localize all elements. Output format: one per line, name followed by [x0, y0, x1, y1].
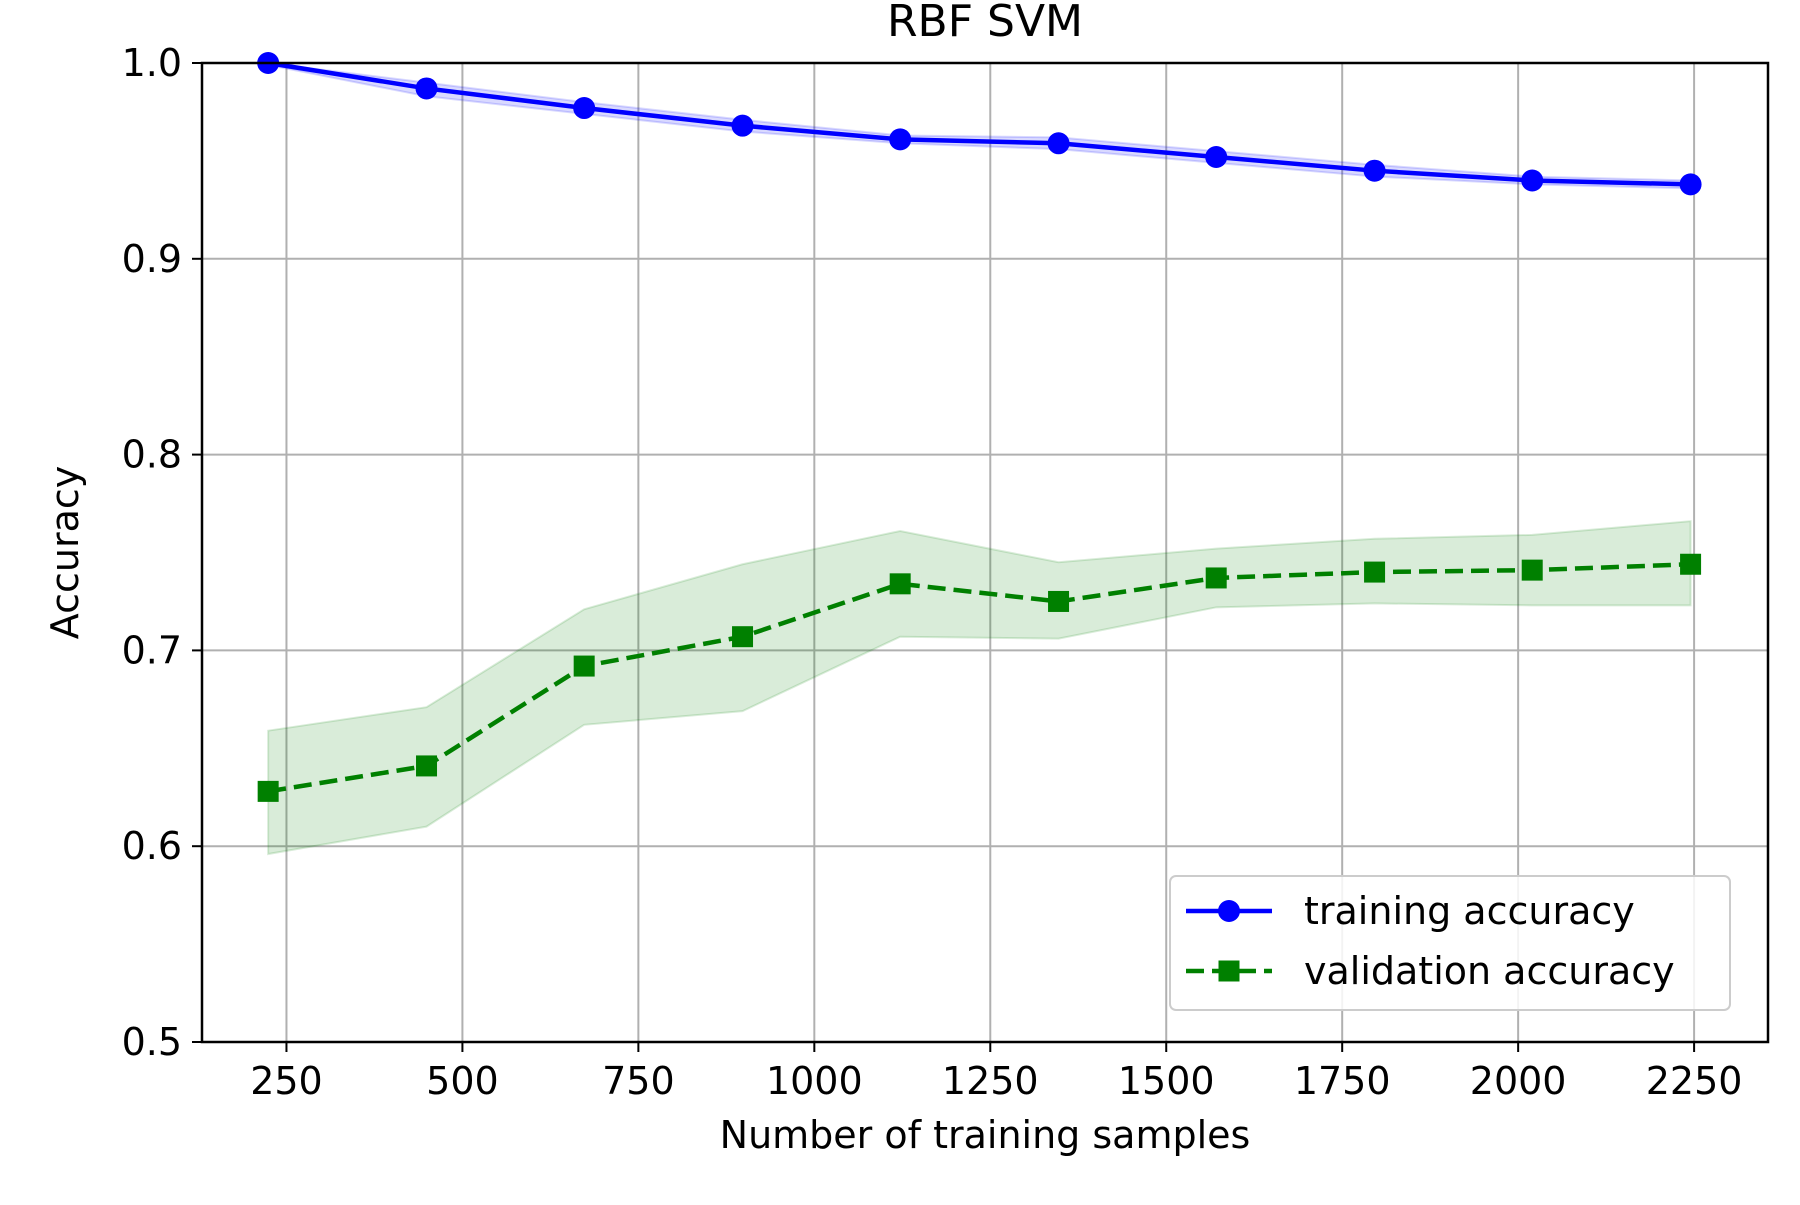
x-tick-label: 250: [250, 1059, 323, 1103]
axis-ticks: 250 500 750 1000 1250 1500 1750 2000 2250 0.5 0.6 0…: [122, 41, 1743, 1103]
y-axis-label: Accuracy: [43, 466, 87, 640]
chart-title: RBF SVM: [887, 0, 1083, 47]
data-point: [573, 655, 595, 677]
y-tick-label: 0.8: [122, 433, 182, 477]
data-point: [257, 780, 279, 802]
x-tick-label: 2250: [1646, 1059, 1743, 1103]
data-point: [1048, 590, 1070, 612]
data-point: [1047, 132, 1070, 155]
x-tick-label: 2000: [1470, 1059, 1567, 1103]
y-tick-label: 0.7: [122, 628, 182, 672]
grid: [202, 62, 1768, 1043]
legend-label: validation accuracy: [1304, 949, 1675, 993]
data-point: [1521, 169, 1544, 192]
data-point: [573, 97, 596, 120]
data-point: [1680, 553, 1702, 575]
plot-frame: [200, 61, 1770, 1044]
data-point: [1521, 559, 1543, 581]
line-training-accuracy: [267, 60, 1691, 187]
data-point: [415, 77, 438, 100]
data-point: [1363, 159, 1386, 182]
y-tick-label: 0.5: [122, 1020, 182, 1064]
band-training-accuracy: [267, 61, 1692, 190]
x-tick-label: 1750: [1294, 1059, 1391, 1103]
legend-box: [1169, 875, 1731, 1011]
data-point: [1679, 173, 1702, 196]
band-validation-accuracy: [267, 520, 1692, 856]
data-point: [416, 755, 438, 777]
x-tick-label: 1500: [1118, 1059, 1215, 1103]
confidence-bands: [267, 61, 1692, 856]
data-point: [889, 573, 911, 595]
data-point: [1205, 145, 1228, 168]
y-tick-label: 0.6: [122, 824, 182, 868]
legend-marker: [1218, 960, 1240, 982]
series-lines: [267, 60, 1691, 794]
series-markers: [257, 52, 1702, 802]
x-tick-label: 1000: [766, 1059, 863, 1103]
data-point: [889, 128, 912, 151]
data-point: [1364, 561, 1386, 583]
legend-label: training accuracy: [1304, 889, 1635, 933]
x-tick-label: 500: [426, 1059, 499, 1103]
data-point: [1205, 567, 1227, 589]
data-point: [732, 626, 754, 648]
y-tick-label: 1.0: [122, 41, 182, 85]
line-validation-accuracy: [267, 561, 1691, 794]
x-tick-label: 1250: [942, 1059, 1039, 1103]
legend-marker: [1218, 900, 1240, 922]
x-axis-label: Number of training samples: [720, 1113, 1251, 1157]
y-tick-label: 0.9: [122, 237, 182, 281]
x-tick-label: 750: [602, 1059, 675, 1103]
data-point: [731, 114, 754, 137]
legend: training accuracy validation accuracy: [1169, 875, 1731, 1011]
